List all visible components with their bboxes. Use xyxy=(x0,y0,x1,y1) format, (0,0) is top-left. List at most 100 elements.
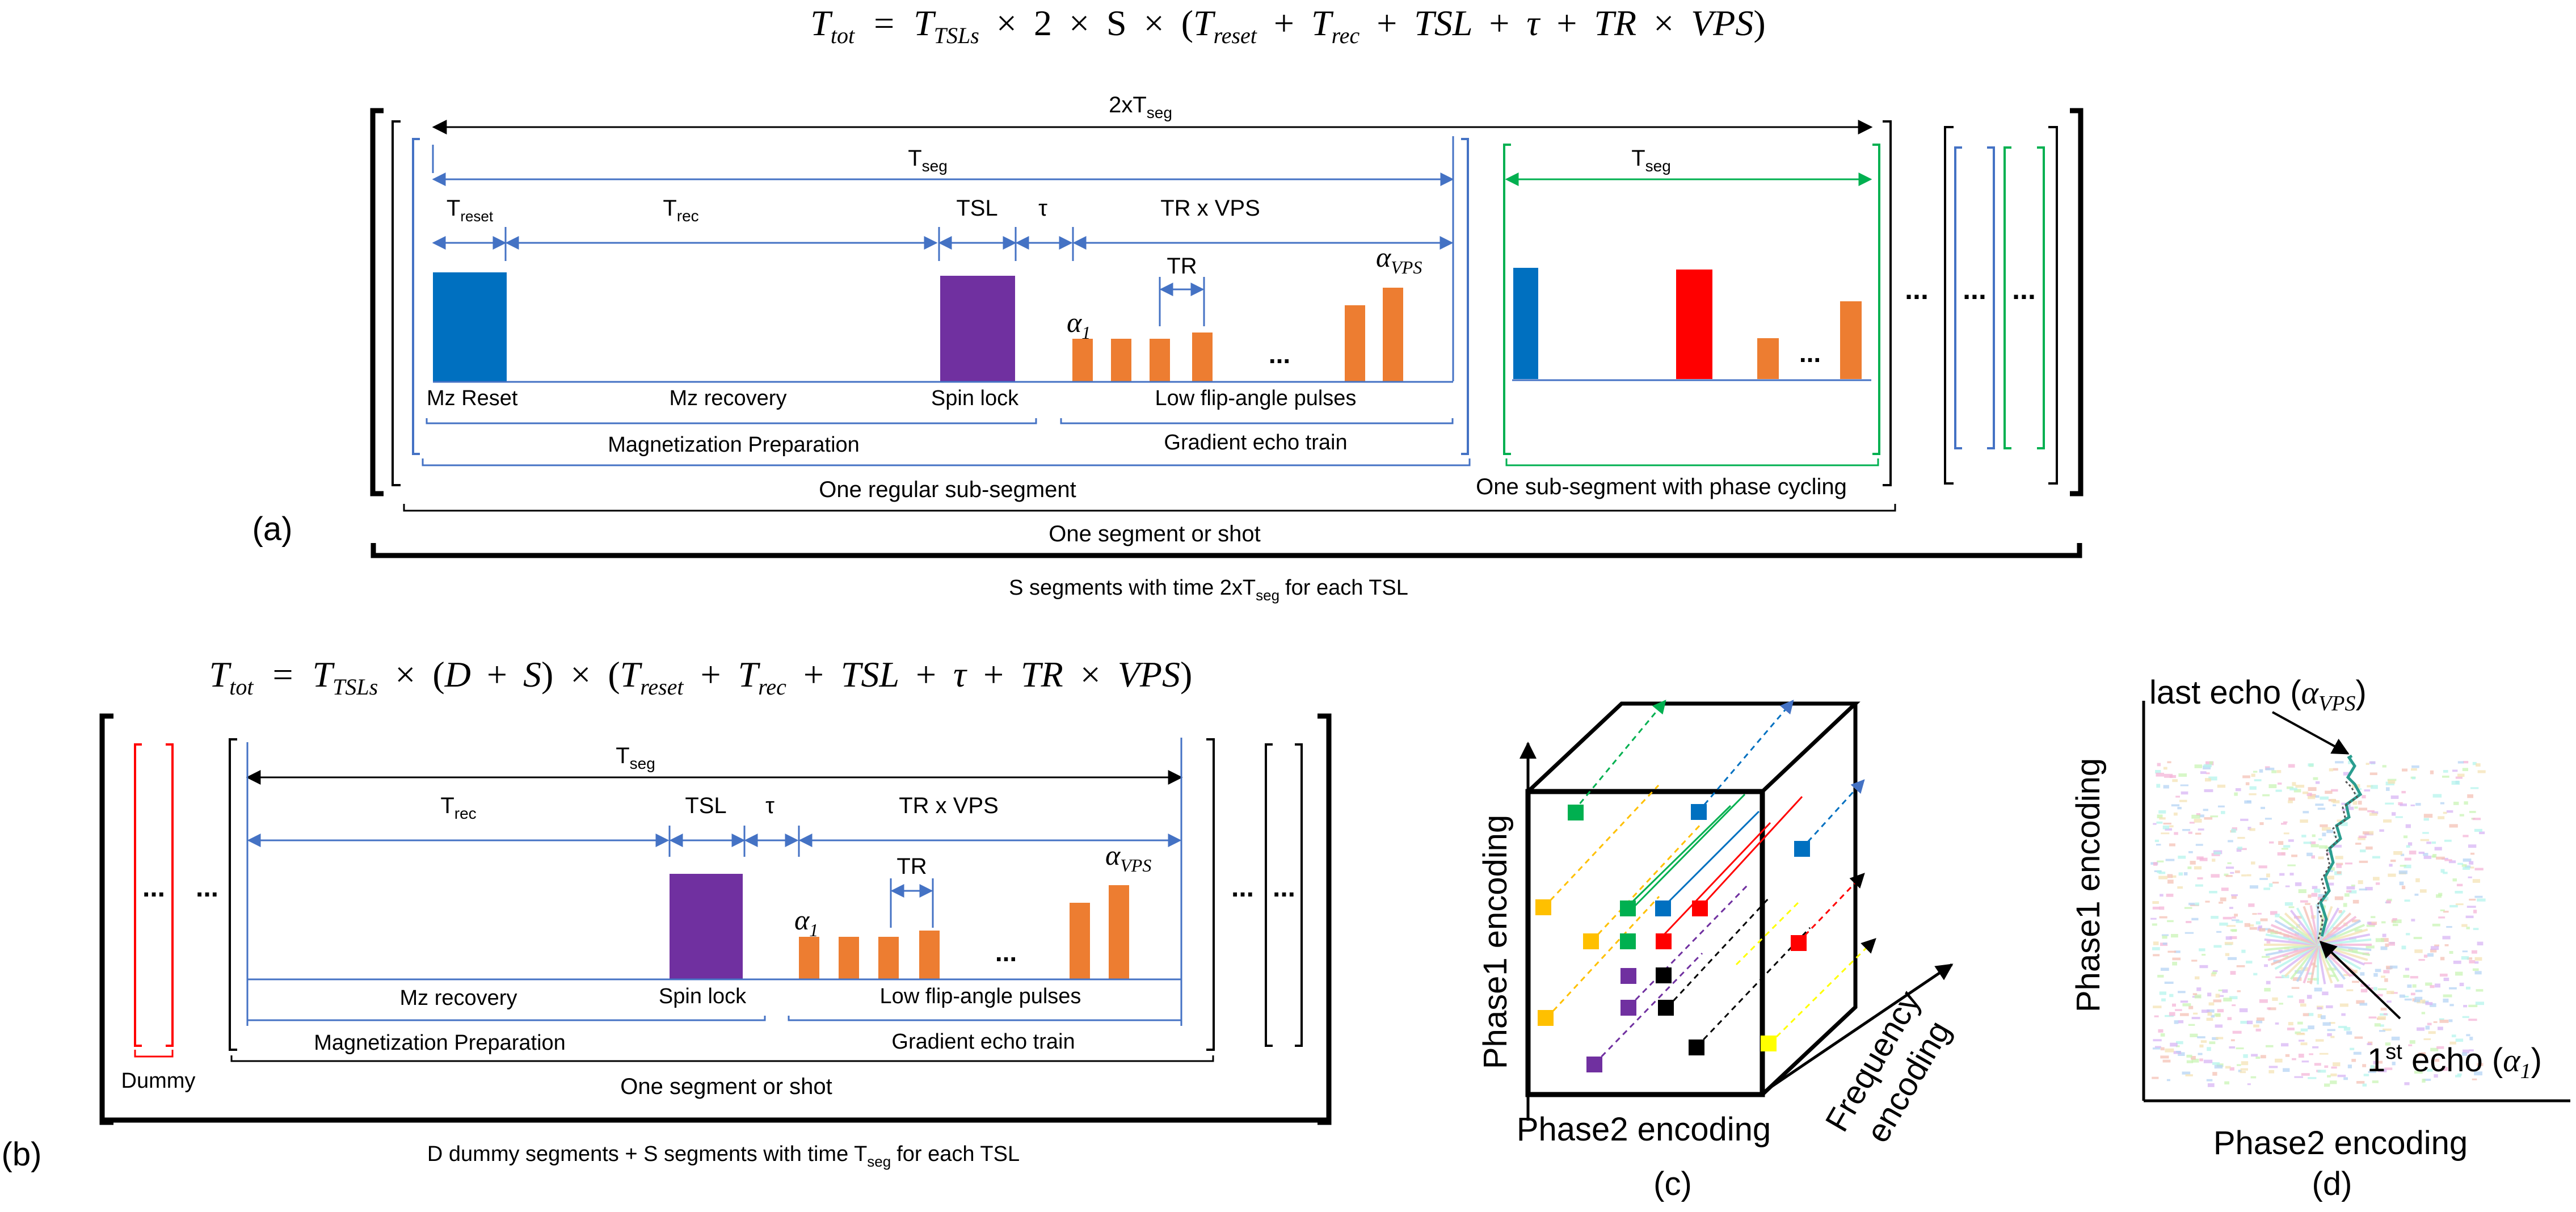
kspace-sample xyxy=(2413,937,2422,940)
kspace-sample xyxy=(2370,1065,2375,1069)
alpha-vps-label: αVPS xyxy=(1376,241,1422,277)
kspace-sample xyxy=(2253,973,2258,975)
kspace-sample xyxy=(2308,894,2312,898)
kspace-sample xyxy=(2305,903,2310,905)
kspace-sample xyxy=(2318,856,2324,860)
tr-label: TR xyxy=(896,854,927,879)
kspace-sample xyxy=(2423,818,2429,821)
kspace-sample xyxy=(2427,1068,2433,1072)
kspace-sample xyxy=(2442,857,2448,860)
kspace-sample xyxy=(2224,873,2229,876)
kspace-sample xyxy=(2203,809,2208,811)
flip-pulse xyxy=(878,937,899,979)
kspace-sample xyxy=(2338,1025,2347,1028)
panel-a-label: (a) xyxy=(252,511,293,548)
kspace-sample xyxy=(2180,1013,2189,1016)
kspace-sample xyxy=(2315,795,2320,798)
kspace-sample xyxy=(2434,944,2439,947)
kspace-sample xyxy=(2426,841,2431,844)
kspace-sample xyxy=(2417,1027,2425,1031)
kspace-sample xyxy=(2230,971,2236,975)
kspace-sample xyxy=(2197,877,2203,879)
kspace-sample xyxy=(2411,776,2415,780)
kspace-sample xyxy=(2463,761,2469,764)
kspace-sample xyxy=(2474,828,2482,832)
ellipsis: ... xyxy=(1799,338,1821,368)
kspace-sample xyxy=(2188,831,2192,834)
kspace-line-green xyxy=(1572,700,1666,812)
kspace-sample xyxy=(2408,842,2413,846)
panel-c-label: (c) xyxy=(1653,1165,1692,1202)
kspace-point-green xyxy=(1568,805,1584,820)
kspace-spoke xyxy=(2309,905,2319,945)
kspace-sample xyxy=(2449,904,2458,908)
kspace-sample xyxy=(2241,949,2246,953)
phase2-axis-label: Phase2 encoding xyxy=(2213,1125,2468,1162)
kspace-sample xyxy=(2377,1060,2383,1064)
kspace-sample xyxy=(2308,795,2316,799)
kspace-sample xyxy=(2186,1060,2194,1063)
kspace-sample xyxy=(2374,1023,2381,1027)
kspace-sample xyxy=(2405,967,2409,971)
kspace-sample xyxy=(2360,849,2366,853)
kspace-sample xyxy=(2474,868,2484,870)
kspace-sample xyxy=(2241,1061,2249,1066)
one-segment-brace xyxy=(230,1055,1214,1062)
kspace-sample xyxy=(2234,870,2240,873)
kspace-sample xyxy=(2150,918,2157,920)
kspace-sample xyxy=(2169,825,2174,828)
kspace-sample xyxy=(2401,885,2406,890)
kspace-sample xyxy=(2246,874,2251,877)
kspace-sample xyxy=(2194,819,2202,823)
kspace-sample xyxy=(2213,945,2222,948)
kspace-sample xyxy=(2211,874,2220,878)
kspace-sample xyxy=(2400,803,2407,806)
kspace-sample xyxy=(2300,900,2308,903)
kspace-sample xyxy=(2420,889,2427,893)
kspace-sample xyxy=(2385,943,2389,947)
alpha-1-label: α1 xyxy=(1067,306,1091,343)
kspace-sample xyxy=(2229,996,2238,999)
kspace-sample xyxy=(2366,924,2375,927)
kspace-line-yellow xyxy=(1735,901,1800,966)
kspace-sample xyxy=(2338,910,2342,914)
treset-label: Treset xyxy=(447,196,494,225)
kspace-sample xyxy=(2440,909,2445,911)
kspace-point-green xyxy=(1620,900,1636,916)
kspace-sample xyxy=(2462,1016,2469,1019)
kspace-sample xyxy=(2317,897,2324,900)
kspace-sample xyxy=(2152,1076,2159,1079)
kspace-sample xyxy=(2462,768,2468,771)
kspace-sample xyxy=(2403,975,2410,978)
kspace-sample xyxy=(2257,1017,2264,1021)
kspace-sample xyxy=(2443,978,2449,981)
kspace-sample xyxy=(2253,771,2258,773)
kspace-sample xyxy=(2259,878,2268,880)
grad-echo-label: Gradient echo train xyxy=(1164,431,1347,455)
kspace-sample xyxy=(2387,778,2397,781)
kspace-sample xyxy=(2354,806,2358,809)
kspace-sample xyxy=(2272,997,2278,1001)
kspace-spoke xyxy=(2309,944,2319,984)
kspace-sample xyxy=(2455,1075,2461,1078)
kspace-sample xyxy=(2376,882,2380,885)
kspace-sample xyxy=(2278,782,2282,785)
kspace-point-purple xyxy=(1586,1057,1602,1072)
kspace-sample xyxy=(2172,962,2177,966)
kspace-sample xyxy=(2337,871,2342,874)
dummy-label: Dummy xyxy=(121,1069,196,1093)
kspace-sample xyxy=(2175,796,2180,798)
kspace-point-blue xyxy=(1794,841,1810,857)
kspace-sample xyxy=(2217,784,2226,788)
tsl-label: TSL xyxy=(685,793,726,818)
kspace-sample xyxy=(2252,913,2257,915)
kspace-sample xyxy=(2153,941,2159,945)
kspace-sample xyxy=(2404,857,2411,861)
regular-sub-label: One regular sub-segment xyxy=(819,477,1076,502)
kspace-sample xyxy=(2324,897,2329,900)
kspace-line-blue xyxy=(1661,810,1760,909)
kspace-sample xyxy=(2337,1075,2346,1078)
tau-label: τ xyxy=(1038,196,1047,221)
kspace-sample xyxy=(2268,883,2273,887)
kspace-sample xyxy=(2371,785,2378,789)
